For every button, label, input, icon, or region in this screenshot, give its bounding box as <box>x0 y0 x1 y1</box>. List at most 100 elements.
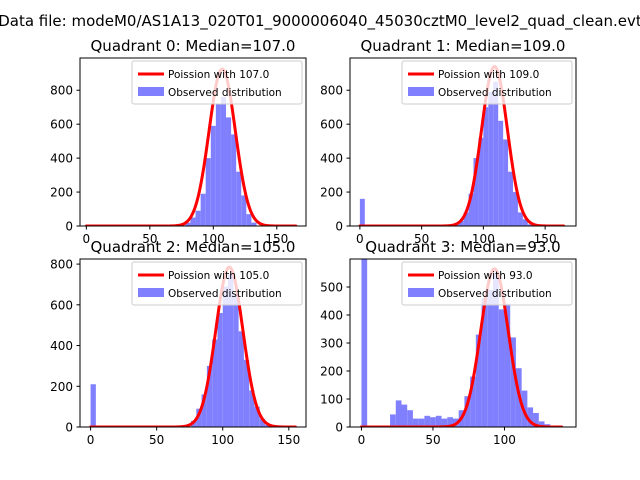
legend-label-observed: Observed distribution <box>438 87 552 99</box>
hist-bar <box>468 193 474 226</box>
x-tick-label: 50 <box>425 433 440 447</box>
hist-bar <box>527 407 534 427</box>
figure-title: Data file: modeM0/AS1A13_020T01_90000060… <box>0 12 640 30</box>
axes-frame <box>349 57 577 227</box>
y-tick-label: 200 <box>50 380 73 394</box>
hist-bar <box>359 198 365 226</box>
hist-bar <box>513 192 518 226</box>
hist-bar <box>475 334 482 427</box>
poisson-line <box>359 267 564 427</box>
x-tick-label: 50 <box>414 232 429 246</box>
legend-box <box>131 261 303 306</box>
hist-bar <box>228 274 234 427</box>
hist-bar <box>215 103 221 226</box>
plot-area <box>359 259 564 427</box>
hist-bar <box>231 134 237 226</box>
hist-bar <box>201 394 207 427</box>
hist-bar <box>498 309 505 427</box>
hist-bar <box>447 417 453 427</box>
y-tick-label: 400 <box>320 309 343 323</box>
legend-hist-swatch <box>408 87 434 96</box>
subplot-3: 0 50 100 0 100 200 300 400 500 Poission with 93.0… <box>320 238 577 447</box>
legend-label-poisson: Poission with 93.0 <box>438 270 533 282</box>
y-tick-label: 400 <box>50 339 73 353</box>
hist-bar <box>233 294 239 427</box>
hist-bar <box>464 396 471 427</box>
hist-bar <box>441 418 448 427</box>
hist-bar <box>463 212 469 226</box>
hist-bar <box>481 298 488 427</box>
hist-bar <box>538 421 545 427</box>
hist-bar <box>527 224 533 226</box>
legend-hist-swatch <box>138 288 164 297</box>
hist-bar <box>217 312 223 427</box>
y-tick-label: 0 <box>65 220 73 234</box>
hist-bar <box>503 139 509 226</box>
x-tick-label: 0 <box>83 232 91 246</box>
x-tick-label: 150 <box>265 232 288 246</box>
plot-area <box>89 265 297 427</box>
hist-bar <box>205 158 211 226</box>
y-tick-label: 400 <box>50 152 73 166</box>
legend-label-observed: Observed distribution <box>168 288 282 300</box>
legend-hist-swatch <box>138 87 164 96</box>
hist-bar <box>196 408 202 427</box>
subplot-title: Quadrant 0: Median=107.0 <box>91 37 296 55</box>
legend-label-observed: Observed distribution <box>438 288 552 300</box>
x-tick-label: 100 <box>472 232 495 246</box>
hist-bar <box>430 417 436 427</box>
y-tick-label: 0 <box>65 421 73 435</box>
hist-bar <box>401 404 408 427</box>
subplot-1: 0 50 100 150 0 200 400 600 800 Poission with 109.… <box>320 37 577 246</box>
hist-bar <box>200 193 206 226</box>
y-tick-label: 800 <box>320 84 343 98</box>
hist-bar <box>185 222 191 226</box>
plot-area <box>358 64 566 226</box>
hist-bar <box>493 273 499 427</box>
legend-box <box>401 60 573 105</box>
hist-bar <box>238 331 244 427</box>
hist-bar <box>407 410 413 427</box>
plot-area <box>84 67 298 226</box>
legend-label-poisson: Poission with 109.0 <box>438 69 539 81</box>
subplot-2: 0 50 100 150 0 200 400 600 800 Poission with 105.… <box>50 238 307 447</box>
subplot-title: Quadrant 3: Median=93.0 <box>365 238 560 256</box>
hist-bar <box>265 424 271 427</box>
hist-bar <box>418 418 425 427</box>
hist-bar <box>222 286 229 427</box>
hist-bar <box>190 217 196 226</box>
y-tick-label: 200 <box>320 186 343 200</box>
hist-bar <box>533 413 539 427</box>
hist-bar <box>517 212 523 226</box>
hist-bar <box>424 415 431 427</box>
hist-bar <box>435 415 442 427</box>
hist-bar <box>210 125 216 226</box>
poisson-line <box>89 265 297 427</box>
axes-frame <box>79 258 307 428</box>
y-tick-label: 500 <box>320 281 343 295</box>
hist-bar <box>493 81 499 226</box>
hist-bar <box>470 376 476 427</box>
x-tick-label: 150 <box>277 433 300 447</box>
hist-bar <box>498 120 504 226</box>
x-tick-label: 0 <box>356 232 364 246</box>
x-tick-label: 50 <box>142 232 157 246</box>
y-tick-label: 800 <box>50 84 73 98</box>
hist-bar <box>361 259 368 427</box>
hist-bar <box>249 390 255 427</box>
hist-bar <box>259 418 266 427</box>
hist-bar <box>254 406 260 427</box>
axes-frame <box>79 57 307 227</box>
y-tick-label: 100 <box>320 393 343 407</box>
x-tick-label: 100 <box>211 433 234 447</box>
hist-bar <box>243 359 250 427</box>
poisson-line <box>84 67 298 226</box>
legend-hist-swatch <box>408 288 434 297</box>
y-tick-label: 0 <box>335 421 343 435</box>
subplot-0: 0 50 100 150 0 200 400 600 800 Poission with 107.… <box>50 37 307 246</box>
x-tick-label: 50 <box>149 433 164 447</box>
hist-bar <box>212 339 218 427</box>
x-tick-label: 100 <box>202 232 225 246</box>
